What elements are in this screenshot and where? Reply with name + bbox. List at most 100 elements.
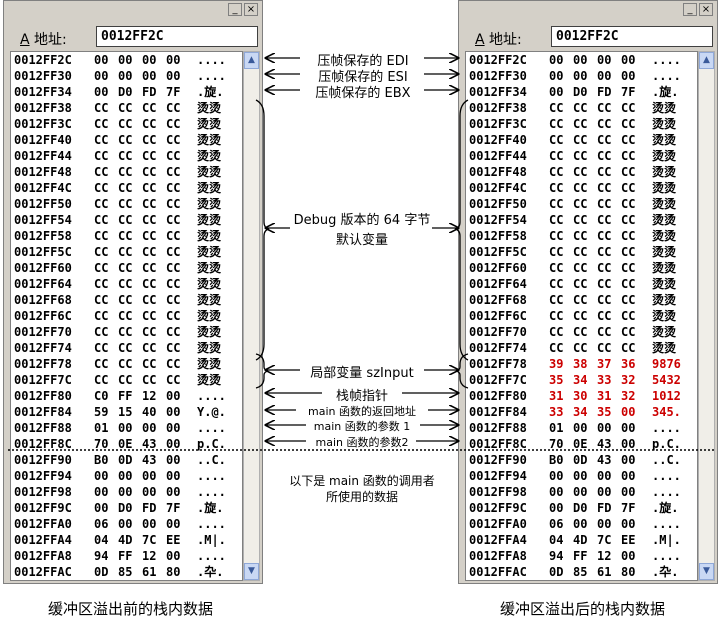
row-byte: CC [621, 293, 636, 307]
memory-row: 0012FF48 CC CC CC CC 烫烫 [11, 164, 242, 180]
row-byte: 00 [597, 53, 612, 67]
row-address: 0012FFA0 [14, 517, 72, 531]
label-frame-ptr: 栈帧指针 [335, 389, 388, 404]
row-byte: EE [166, 533, 181, 547]
row-byte: 00 [621, 549, 636, 563]
memory-row: 0012FFA0 06 00 00 00.... [466, 516, 697, 532]
row-ascii: 烫烫 [197, 293, 222, 307]
row-ascii: p.C. [652, 437, 681, 451]
memory-row: 0012FF38 CC CC CC CC 烫烫 [11, 100, 242, 116]
row-ascii: .旋. [197, 85, 224, 99]
memory-row: 0012FF5C CC CC CC CC 烫烫 [11, 244, 242, 260]
row-byte: 31 [549, 389, 564, 403]
row-ascii: 烫烫 [652, 101, 677, 115]
row-address: 0012FF50 [14, 197, 72, 211]
row-byte: CC [118, 341, 133, 355]
scroll-down-button[interactable]: ▼ [244, 563, 259, 580]
row-byte: 00 [597, 69, 612, 83]
row-byte: 00 [597, 517, 612, 531]
memory-window-before: _ × A 地址: 0012FF2C 0012FF2C 00 00 00 00.... 0… [3, 0, 263, 584]
address-input[interactable]: 0012FF2C [551, 26, 713, 47]
row-byte: CC [118, 357, 133, 371]
row-byte: EE [621, 533, 636, 547]
row-byte: CC [166, 165, 181, 179]
row-address: 0012FF30 [469, 69, 527, 83]
row-ascii: 烫烫 [197, 229, 222, 243]
row-byte: 00 [166, 437, 181, 451]
row-byte: 00 [166, 453, 181, 467]
row-byte: 00 [549, 85, 564, 99]
row-byte: 00 [166, 389, 181, 403]
row-ascii: .... [197, 549, 226, 563]
scroll-down-button[interactable]: ▼ [699, 563, 714, 580]
minimize-button[interactable]: _ [228, 3, 242, 16]
row-ascii: 烫烫 [197, 325, 222, 339]
row-byte: 00 [597, 485, 612, 499]
row-byte: CC [94, 341, 109, 355]
row-byte: CC [142, 357, 157, 371]
close-button[interactable]: × [699, 3, 713, 16]
row-ascii: 9876 [652, 357, 681, 371]
close-button[interactable]: × [244, 3, 258, 16]
row-byte: CC [621, 213, 636, 227]
address-input[interactable]: 0012FF2C [96, 26, 258, 47]
label-arg1: main 函数的参数 1 [313, 420, 411, 433]
row-byte: CC [573, 245, 588, 259]
row-ascii: .... [652, 517, 681, 531]
row-address: 0012FF94 [469, 469, 527, 483]
row-byte: CC [621, 197, 636, 211]
row-byte: CC [549, 229, 564, 243]
memory-row: 0012FF3C CC CC CC CC 烫烫 [11, 116, 242, 132]
memory-row: 0012FFA0 06 00 00 00.... [11, 516, 242, 532]
row-byte: CC [142, 245, 157, 259]
scroll-up-button[interactable]: ▲ [699, 52, 714, 69]
scrollbar[interactable]: ▲ ▼ [243, 51, 260, 581]
row-byte: 00 [573, 421, 588, 435]
row-byte: 4D [573, 533, 588, 547]
row-byte: CC [549, 149, 564, 163]
row-byte: CC [142, 117, 157, 131]
row-address: 0012FF40 [14, 133, 72, 147]
memory-row: 0012FF64 CC CC CC CC 烫烫 [466, 276, 697, 292]
row-byte: 00 [142, 421, 157, 435]
memory-row: 0012FF9C 00 D0 FD 7F .旋. [11, 500, 242, 516]
row-ascii: 烫烫 [652, 181, 677, 195]
memory-row: 0012FFA8 94 FF 12 00.... [11, 548, 242, 564]
row-ascii: 烫烫 [652, 117, 677, 131]
address-label: A 地址: [475, 32, 522, 48]
memory-row: 0012FF80 C0 FF 12 00.... [11, 388, 242, 404]
row-byte: 31 [597, 389, 612, 403]
row-ascii: .旋. [197, 501, 224, 515]
row-address: 0012FF60 [14, 261, 72, 275]
row-address: 0012FF44 [14, 149, 72, 163]
row-byte: 7F [166, 85, 181, 99]
row-byte: CC [549, 101, 564, 115]
scrollbar[interactable]: ▲ ▼ [698, 51, 715, 581]
row-address: 0012FF98 [14, 485, 72, 499]
row-address: 0012FF38 [14, 101, 72, 115]
row-byte: CC [573, 325, 588, 339]
row-byte: CC [166, 181, 181, 195]
row-address: 0012FF4C [469, 181, 527, 195]
row-byte: 00 [573, 517, 588, 531]
minimize-button[interactable]: _ [683, 3, 697, 16]
row-byte: 00 [166, 485, 181, 499]
address-bar: A 地址: 0012FF2C [465, 26, 713, 48]
row-ascii: .... [652, 69, 681, 83]
brace-debug-right [454, 99, 469, 361]
memory-row: 0012FF88 01 00 00 00.... [11, 420, 242, 436]
row-byte: CC [597, 229, 612, 243]
row-byte: CC [621, 101, 636, 115]
memory-row: 0012FFA4 04 4D 7C EE .M|. [11, 532, 242, 548]
row-byte: 00 [94, 53, 109, 67]
memory-row: 0012FF54 CC CC CC CC 烫烫 [466, 212, 697, 228]
row-byte: 00 [597, 469, 612, 483]
memory-row: 0012FF58 CC CC CC CC 烫烫 [466, 228, 697, 244]
scroll-up-button[interactable]: ▲ [244, 52, 259, 69]
row-byte: 00 [621, 485, 636, 499]
label-esi: 压帧保存的 ESI [318, 70, 408, 85]
memory-row: 0012FF34 00 D0 FD 7F .旋. [466, 84, 697, 100]
row-byte: 00 [118, 53, 133, 67]
window-controls: _ × [683, 3, 713, 17]
row-byte: 0D [573, 453, 588, 467]
